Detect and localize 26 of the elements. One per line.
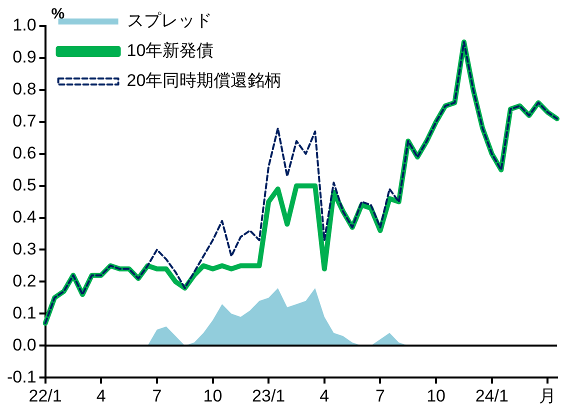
x-tick-label: 4 bbox=[96, 386, 106, 406]
y-tick-label: 0.7 bbox=[12, 112, 36, 131]
y-tick-label: -0.1 bbox=[6, 367, 36, 386]
y-tick-label: 0.1 bbox=[12, 303, 36, 322]
y-tick-label: 0.3 bbox=[12, 239, 36, 258]
y-axis-title: % bbox=[51, 6, 65, 23]
x-tick-label: 10 bbox=[203, 386, 222, 406]
y-tick-label: 0.6 bbox=[12, 144, 36, 163]
x-tick-label: 4 bbox=[320, 386, 330, 406]
legend-label: 20年同時期償還銘柄 bbox=[126, 71, 282, 90]
x-tick-label: 10 bbox=[426, 386, 446, 406]
x-tick-label: 24/1 bbox=[475, 386, 508, 406]
x-tick-label: 7 bbox=[375, 386, 385, 406]
y-tick-label: 0.2 bbox=[12, 271, 36, 290]
y-tick-label: 0.8 bbox=[12, 80, 36, 99]
x-tick-label: 23/1 bbox=[252, 386, 286, 406]
y-tick-label: 0.0 bbox=[12, 335, 36, 354]
y-tick-label: 0.9 bbox=[12, 48, 36, 67]
legend-label: スプレッド bbox=[126, 11, 212, 30]
x-tick-label: 22/1 bbox=[28, 386, 62, 406]
legend-label: 10年新発債 bbox=[126, 41, 214, 60]
y-tick-label: 0.4 bbox=[12, 207, 36, 226]
x-tick-label: 月 bbox=[539, 386, 556, 406]
y-tick-label: 0.5 bbox=[12, 176, 36, 195]
x-tick-label: 7 bbox=[152, 386, 162, 406]
y-tick-label: 1.0 bbox=[12, 16, 36, 35]
